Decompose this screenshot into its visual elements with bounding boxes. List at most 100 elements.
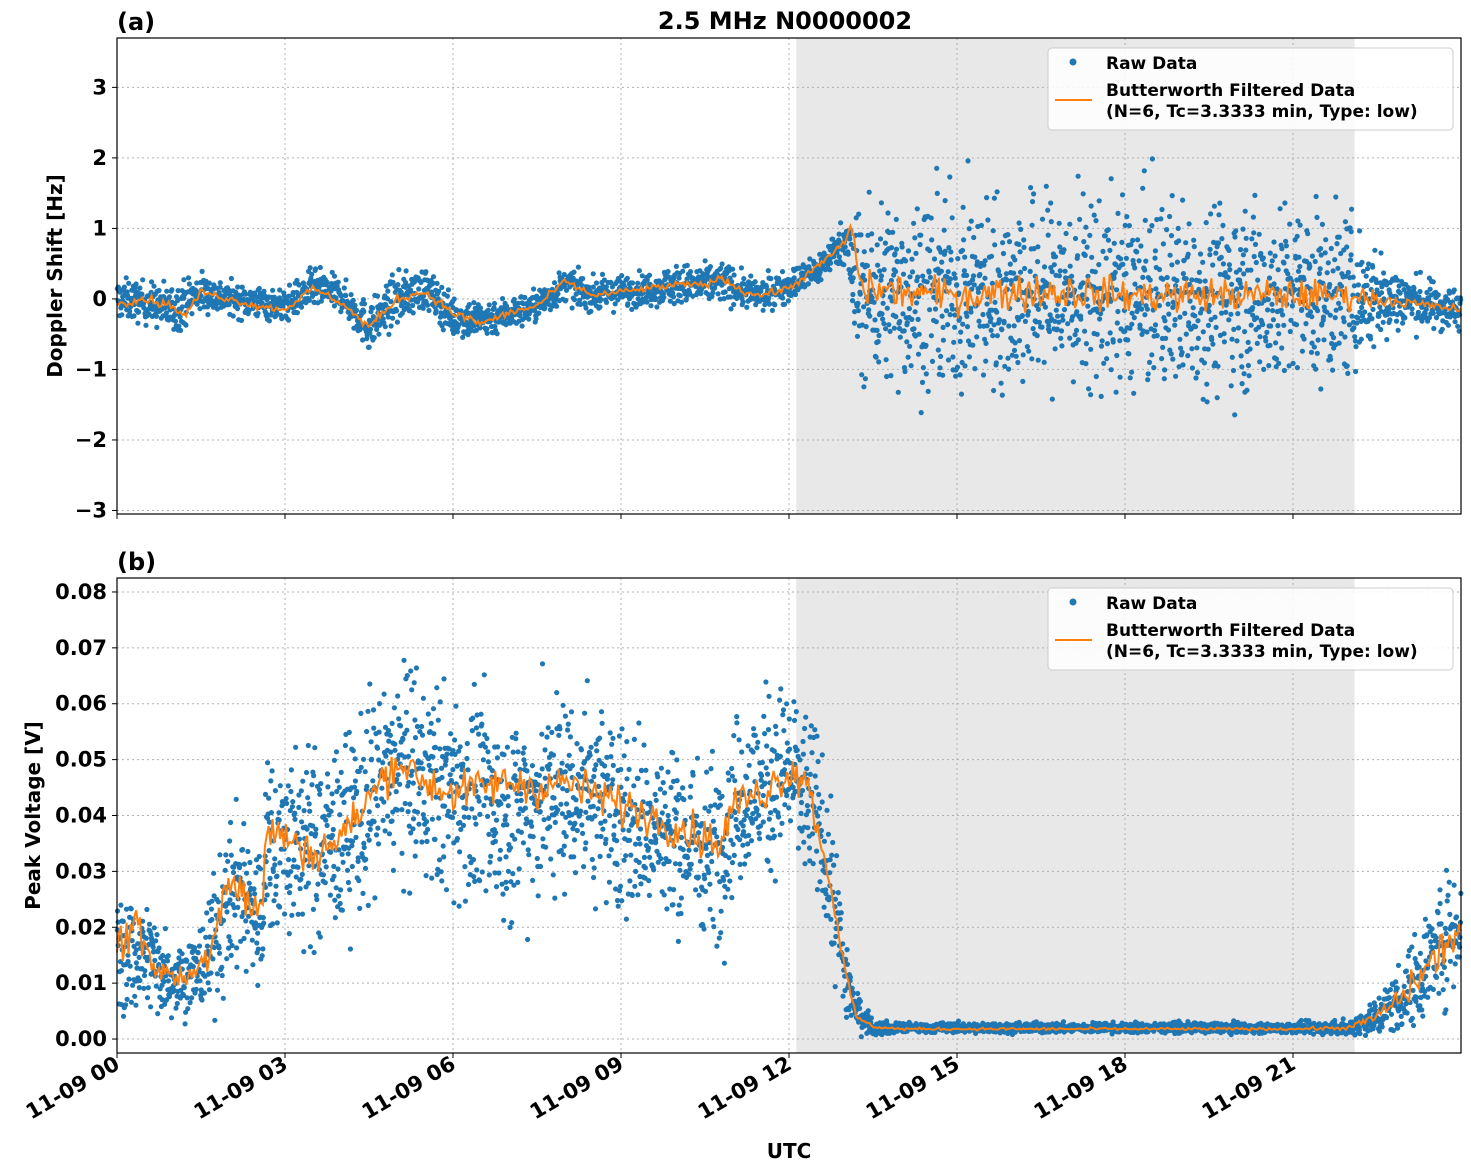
raw-data-point	[324, 822, 330, 829]
raw-data-point	[1205, 322, 1212, 328]
raw-data-point	[972, 254, 978, 260]
raw-data-point	[618, 766, 624, 773]
raw-data-point	[274, 873, 280, 879]
raw-data-point	[665, 818, 672, 824]
raw-data-point	[1168, 233, 1175, 239]
raw-data-point	[366, 344, 372, 350]
raw-data-point	[1409, 306, 1415, 312]
raw-data-point	[1309, 314, 1315, 320]
raw-data-point	[1279, 246, 1285, 252]
raw-data-point	[603, 284, 610, 290]
raw-data-point	[935, 347, 941, 353]
raw-data-point	[1228, 311, 1234, 317]
raw-data-point	[741, 276, 747, 282]
raw-data-point	[503, 813, 509, 819]
raw-data-point	[503, 879, 509, 885]
raw-data-point	[1189, 277, 1195, 283]
raw-data-point	[330, 800, 336, 806]
raw-data-point	[856, 211, 862, 217]
raw-data-point	[304, 826, 310, 832]
raw-data-point	[1323, 237, 1329, 243]
raw-data-point	[818, 277, 824, 283]
raw-data-point	[1269, 301, 1275, 307]
raw-data-point	[1092, 269, 1098, 275]
raw-data-point	[997, 354, 1003, 360]
raw-data-point	[1045, 232, 1051, 238]
raw-data-point	[1212, 314, 1218, 320]
raw-data-point	[193, 986, 199, 992]
raw-data-point	[318, 781, 324, 787]
raw-data-point	[450, 767, 456, 773]
raw-data-point	[1210, 262, 1216, 268]
raw-data-point	[1315, 337, 1321, 343]
raw-data-point	[217, 852, 223, 858]
raw-data-point	[938, 353, 944, 359]
raw-data-point	[877, 268, 883, 274]
raw-data-point	[518, 797, 524, 804]
raw-data-point	[169, 287, 175, 293]
raw-data-point	[267, 881, 273, 887]
raw-data-point	[687, 269, 694, 275]
raw-data-point	[985, 217, 991, 223]
raw-data-point	[238, 317, 245, 323]
raw-data-point	[410, 780, 416, 786]
raw-data-point	[516, 811, 522, 817]
raw-data-point	[462, 898, 468, 904]
raw-data-point	[200, 926, 206, 932]
raw-data-point	[1316, 270, 1322, 277]
raw-data-point	[592, 906, 599, 912]
raw-data-point	[1237, 267, 1243, 273]
raw-data-point	[226, 301, 232, 307]
raw-data-point	[471, 300, 477, 306]
raw-data-point	[301, 808, 307, 814]
raw-data-point	[587, 752, 593, 758]
raw-data-point	[290, 799, 296, 805]
raw-data-point	[184, 958, 190, 964]
raw-data-point	[892, 251, 898, 257]
raw-data-point	[676, 275, 682, 281]
raw-data-point	[760, 307, 766, 313]
raw-data-point	[429, 816, 435, 822]
raw-data-point	[140, 277, 146, 283]
raw-data-point	[317, 264, 323, 271]
raw-data-point	[988, 327, 994, 333]
raw-data-point	[338, 293, 344, 299]
raw-data-point	[477, 811, 483, 818]
raw-data-point	[339, 851, 345, 857]
raw-data-point	[591, 874, 597, 881]
raw-data-point	[688, 783, 694, 789]
raw-data-point	[569, 305, 575, 311]
raw-data-point	[1315, 308, 1321, 314]
raw-data-point	[994, 309, 1000, 315]
raw-data-point	[1062, 268, 1068, 274]
raw-data-point	[575, 264, 582, 270]
raw-data-point	[356, 877, 362, 884]
raw-data-point	[998, 380, 1004, 386]
raw-data-point	[1065, 321, 1071, 327]
raw-data-point	[338, 769, 344, 776]
raw-data-point	[1019, 313, 1025, 319]
raw-data-point	[335, 279, 341, 285]
raw-data-point	[1333, 194, 1339, 200]
raw-data-point	[501, 752, 507, 758]
raw-data-point	[443, 756, 449, 762]
raw-data-point	[1173, 373, 1179, 379]
raw-data-point	[1149, 223, 1155, 229]
raw-data-point	[1242, 329, 1248, 335]
raw-data-point	[1330, 268, 1336, 274]
raw-data-point	[484, 778, 490, 784]
raw-data-point	[951, 271, 957, 277]
raw-data-point	[456, 903, 462, 909]
raw-data-point	[1393, 318, 1400, 324]
raw-data-point	[677, 867, 683, 873]
raw-data-point	[1264, 329, 1270, 335]
raw-data-point	[1097, 316, 1103, 322]
raw-data-point	[139, 291, 145, 297]
raw-data-point	[410, 310, 416, 316]
raw-data-point	[962, 254, 968, 260]
raw-data-point	[189, 995, 195, 1001]
raw-data-point	[543, 844, 549, 850]
raw-data-point	[411, 680, 417, 686]
raw-data-point	[1314, 214, 1320, 220]
raw-data-point	[644, 779, 650, 786]
